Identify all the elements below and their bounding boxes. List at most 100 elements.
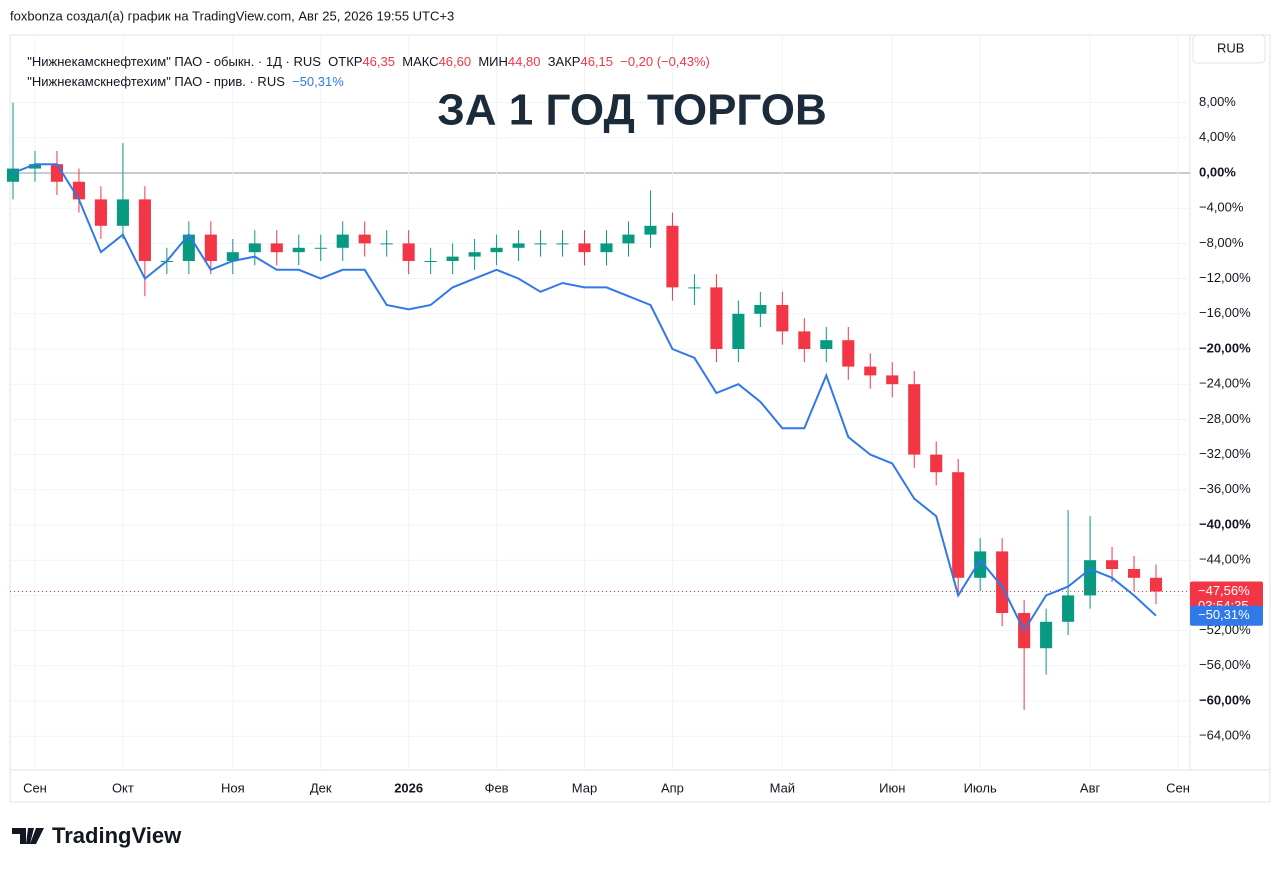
candle-body (534, 243, 547, 245)
x-tick-label: Ноя (221, 780, 245, 795)
y-tick-label: −8,00% (1199, 235, 1244, 250)
x-tick-label: Сен (1166, 780, 1190, 795)
candle-body (1106, 560, 1119, 570)
x-tick-label: Сен (23, 780, 47, 795)
x-tick-label: Окт (112, 780, 134, 795)
y-tick-label: −16,00% (1199, 305, 1251, 320)
last-price-label: −47,56% (1198, 583, 1250, 598)
candle-body (776, 304, 789, 332)
y-tick-label: −60,00% (1199, 692, 1251, 707)
candle-body (578, 243, 591, 253)
x-tick-label: Фев (485, 780, 509, 795)
candle-body (842, 340, 855, 367)
ohlc-value: 46,35 (362, 54, 395, 69)
y-tick-label: −52,00% (1199, 622, 1251, 637)
candle-body (886, 375, 899, 385)
candle-body (1127, 569, 1141, 578)
candle-body (72, 181, 85, 200)
candle-body (270, 243, 283, 253)
price-label-box (1190, 605, 1263, 626)
ohlc-label: ОТКР (328, 54, 363, 69)
logo-text: TradingView (52, 823, 182, 848)
candle-body (1149, 577, 1163, 592)
y-tick-label: −44,00% (1199, 552, 1251, 567)
currency-button[interactable] (1192, 34, 1266, 64)
chart-title: ЗА 1 ГОД ТОРГОВ (437, 86, 827, 135)
legend-compare: "Нижнекамскнефтехим" ПАО - прив. · RUS −… (20, 59, 344, 89)
candle-body (226, 252, 239, 261)
grid (10, 35, 1190, 770)
candle-body (512, 243, 525, 248)
candle-body (1062, 595, 1075, 622)
candle-body (666, 225, 679, 288)
y-tick-label: −32,00% (1199, 446, 1251, 461)
ohlc-label: МАКС (402, 54, 439, 69)
candle-body (380, 243, 393, 245)
candle-body (50, 164, 64, 182)
candle-body (94, 199, 107, 226)
x-tick-label: Авг (1080, 780, 1101, 795)
y-tick-label: −20,00% (1199, 340, 1251, 355)
candle-body (556, 243, 569, 245)
x-tick-label: Июль (964, 780, 997, 795)
candle-body (446, 256, 459, 261)
candle-body (468, 252, 481, 257)
candle-body (820, 340, 833, 349)
y-tick-label: 4,00% (1199, 129, 1236, 144)
y-tick-label: −4,00% (1199, 200, 1244, 215)
x-tick-label: Июн (879, 780, 905, 795)
y-tick-label: 0,00% (1199, 164, 1236, 179)
y-tick-label: −64,00% (1199, 728, 1251, 743)
logo-icon (12, 828, 44, 844)
candle-body (754, 304, 767, 314)
candle-body (996, 551, 1009, 614)
y-tick-label: −40,00% (1199, 516, 1251, 531)
logo: TradingView (12, 823, 182, 848)
candle-body (644, 225, 657, 235)
change: −0,20 (−0,43%) (620, 54, 710, 69)
candle-body (358, 234, 371, 244)
candle-body (622, 234, 635, 244)
candle-body (402, 243, 415, 261)
candle-body (930, 454, 943, 473)
x-tick-label: Мар (572, 780, 597, 795)
candle-body (424, 260, 437, 262)
legend-name: "Нижнекамскнефтехим" ПАО - обыкн. · 1Д ·… (27, 54, 321, 69)
legend-name: "Нижнекамскнефтехим" ПАО - прив. · RUS (27, 74, 285, 89)
candle-body (116, 199, 129, 226)
candle-body (490, 247, 503, 253)
legend-main: "Нижнекамскнефтехим" ПАО - обыкн. · 1Д ·… (20, 39, 710, 69)
candle-body (314, 247, 327, 249)
candle-body (710, 287, 723, 349)
candle-body (248, 243, 261, 253)
ohlc-label: МИН (478, 54, 508, 69)
y-tick-label: −56,00% (1199, 657, 1251, 672)
ohlc-label: ЗАКР (547, 54, 581, 69)
y-tick-label: 8,00% (1199, 94, 1236, 109)
candle-body (908, 384, 921, 455)
candle-body (688, 287, 701, 289)
y-tick-label: −28,00% (1199, 411, 1251, 426)
ohlc-value: 44,80 (507, 54, 541, 69)
line (12, 163, 1157, 633)
candle-body (292, 247, 305, 253)
candle-body (336, 234, 349, 248)
candle-body (28, 164, 42, 169)
ohlc-value: 46,15 (580, 54, 614, 69)
x-tick-label: Май (770, 780, 795, 795)
candle-body (974, 551, 987, 578)
candle-body (204, 234, 217, 261)
pane-border (9, 34, 1271, 803)
candle-body (1084, 560, 1097, 596)
change: −50,31% (292, 74, 344, 89)
candle-body (798, 331, 811, 349)
x-tick-label: Апр (661, 780, 684, 795)
currency[interactable]: RUB (1217, 40, 1244, 55)
y-tick-label: −24,00% (1199, 376, 1251, 391)
last-price-label: −50,31% (1198, 607, 1250, 622)
candle-body (600, 243, 613, 253)
candle-body (732, 313, 745, 349)
x-tick-label: Дек (310, 780, 332, 795)
